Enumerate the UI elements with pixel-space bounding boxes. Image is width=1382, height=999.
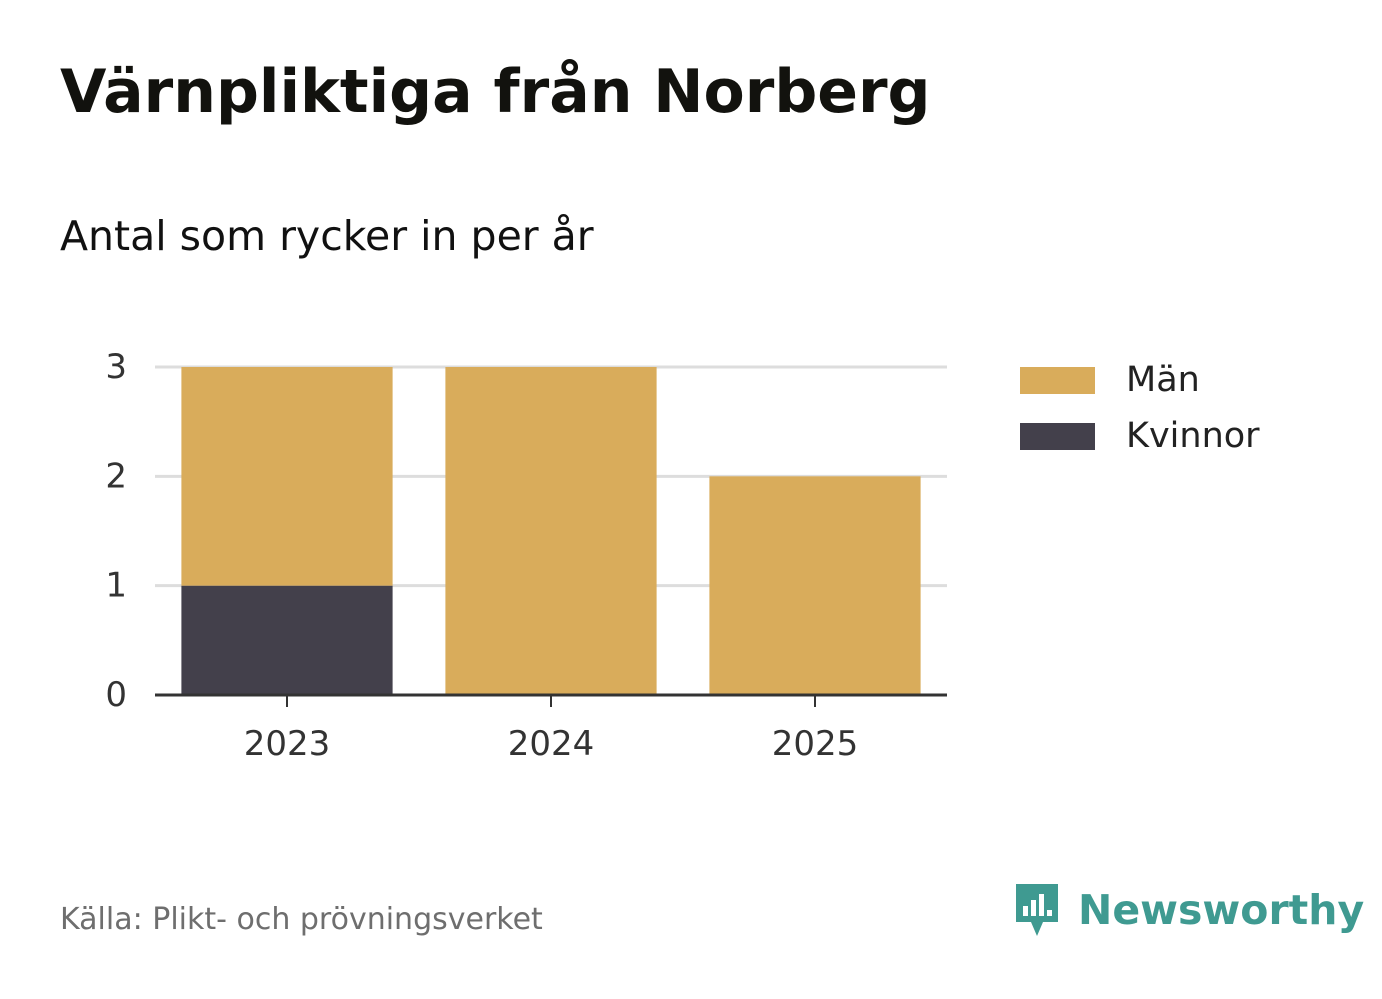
- legend-swatch-men: [1020, 366, 1095, 394]
- legend-label-women: Kvinnor: [1126, 416, 1260, 456]
- x-tick-label-2025: 2025: [772, 724, 859, 764]
- source-note: Källa: Plikt- och prövningsverket: [60, 902, 543, 937]
- axes: 0 1 2 3 2023 2024 2025: [105, 347, 947, 764]
- chart-title: Värnpliktiga från Norberg: [60, 57, 931, 127]
- legend-swatch-women: [1020, 422, 1095, 450]
- y-tick-label-0: 0: [105, 675, 127, 715]
- newsworthy-logo-icon: [1016, 884, 1058, 936]
- x-tick-label-2023: 2023: [244, 724, 331, 764]
- legend-item-men: Män: [1020, 352, 1260, 408]
- chart-subtitle: Antal som rycker in per år: [60, 212, 594, 260]
- bar-2023-kvinnor: [181, 585, 393, 695]
- y-tick-label-1: 1: [105, 566, 127, 606]
- bar-2023-män: [181, 367, 393, 586]
- y-tick-label-2: 2: [105, 456, 127, 496]
- bar-2025-män: [709, 476, 921, 695]
- legend-item-women: Kvinnor: [1020, 408, 1260, 464]
- brand: Newsworthy: [1012, 880, 1364, 940]
- legend: Män Kvinnor: [1020, 352, 1260, 464]
- brand-name: Newsworthy: [1078, 886, 1365, 934]
- x-tick-label-2024: 2024: [508, 724, 595, 764]
- legend-label-men: Män: [1126, 360, 1200, 400]
- y-tick-label-3: 3: [105, 347, 127, 387]
- bars: [181, 367, 921, 695]
- bar-2024-män: [445, 367, 657, 695]
